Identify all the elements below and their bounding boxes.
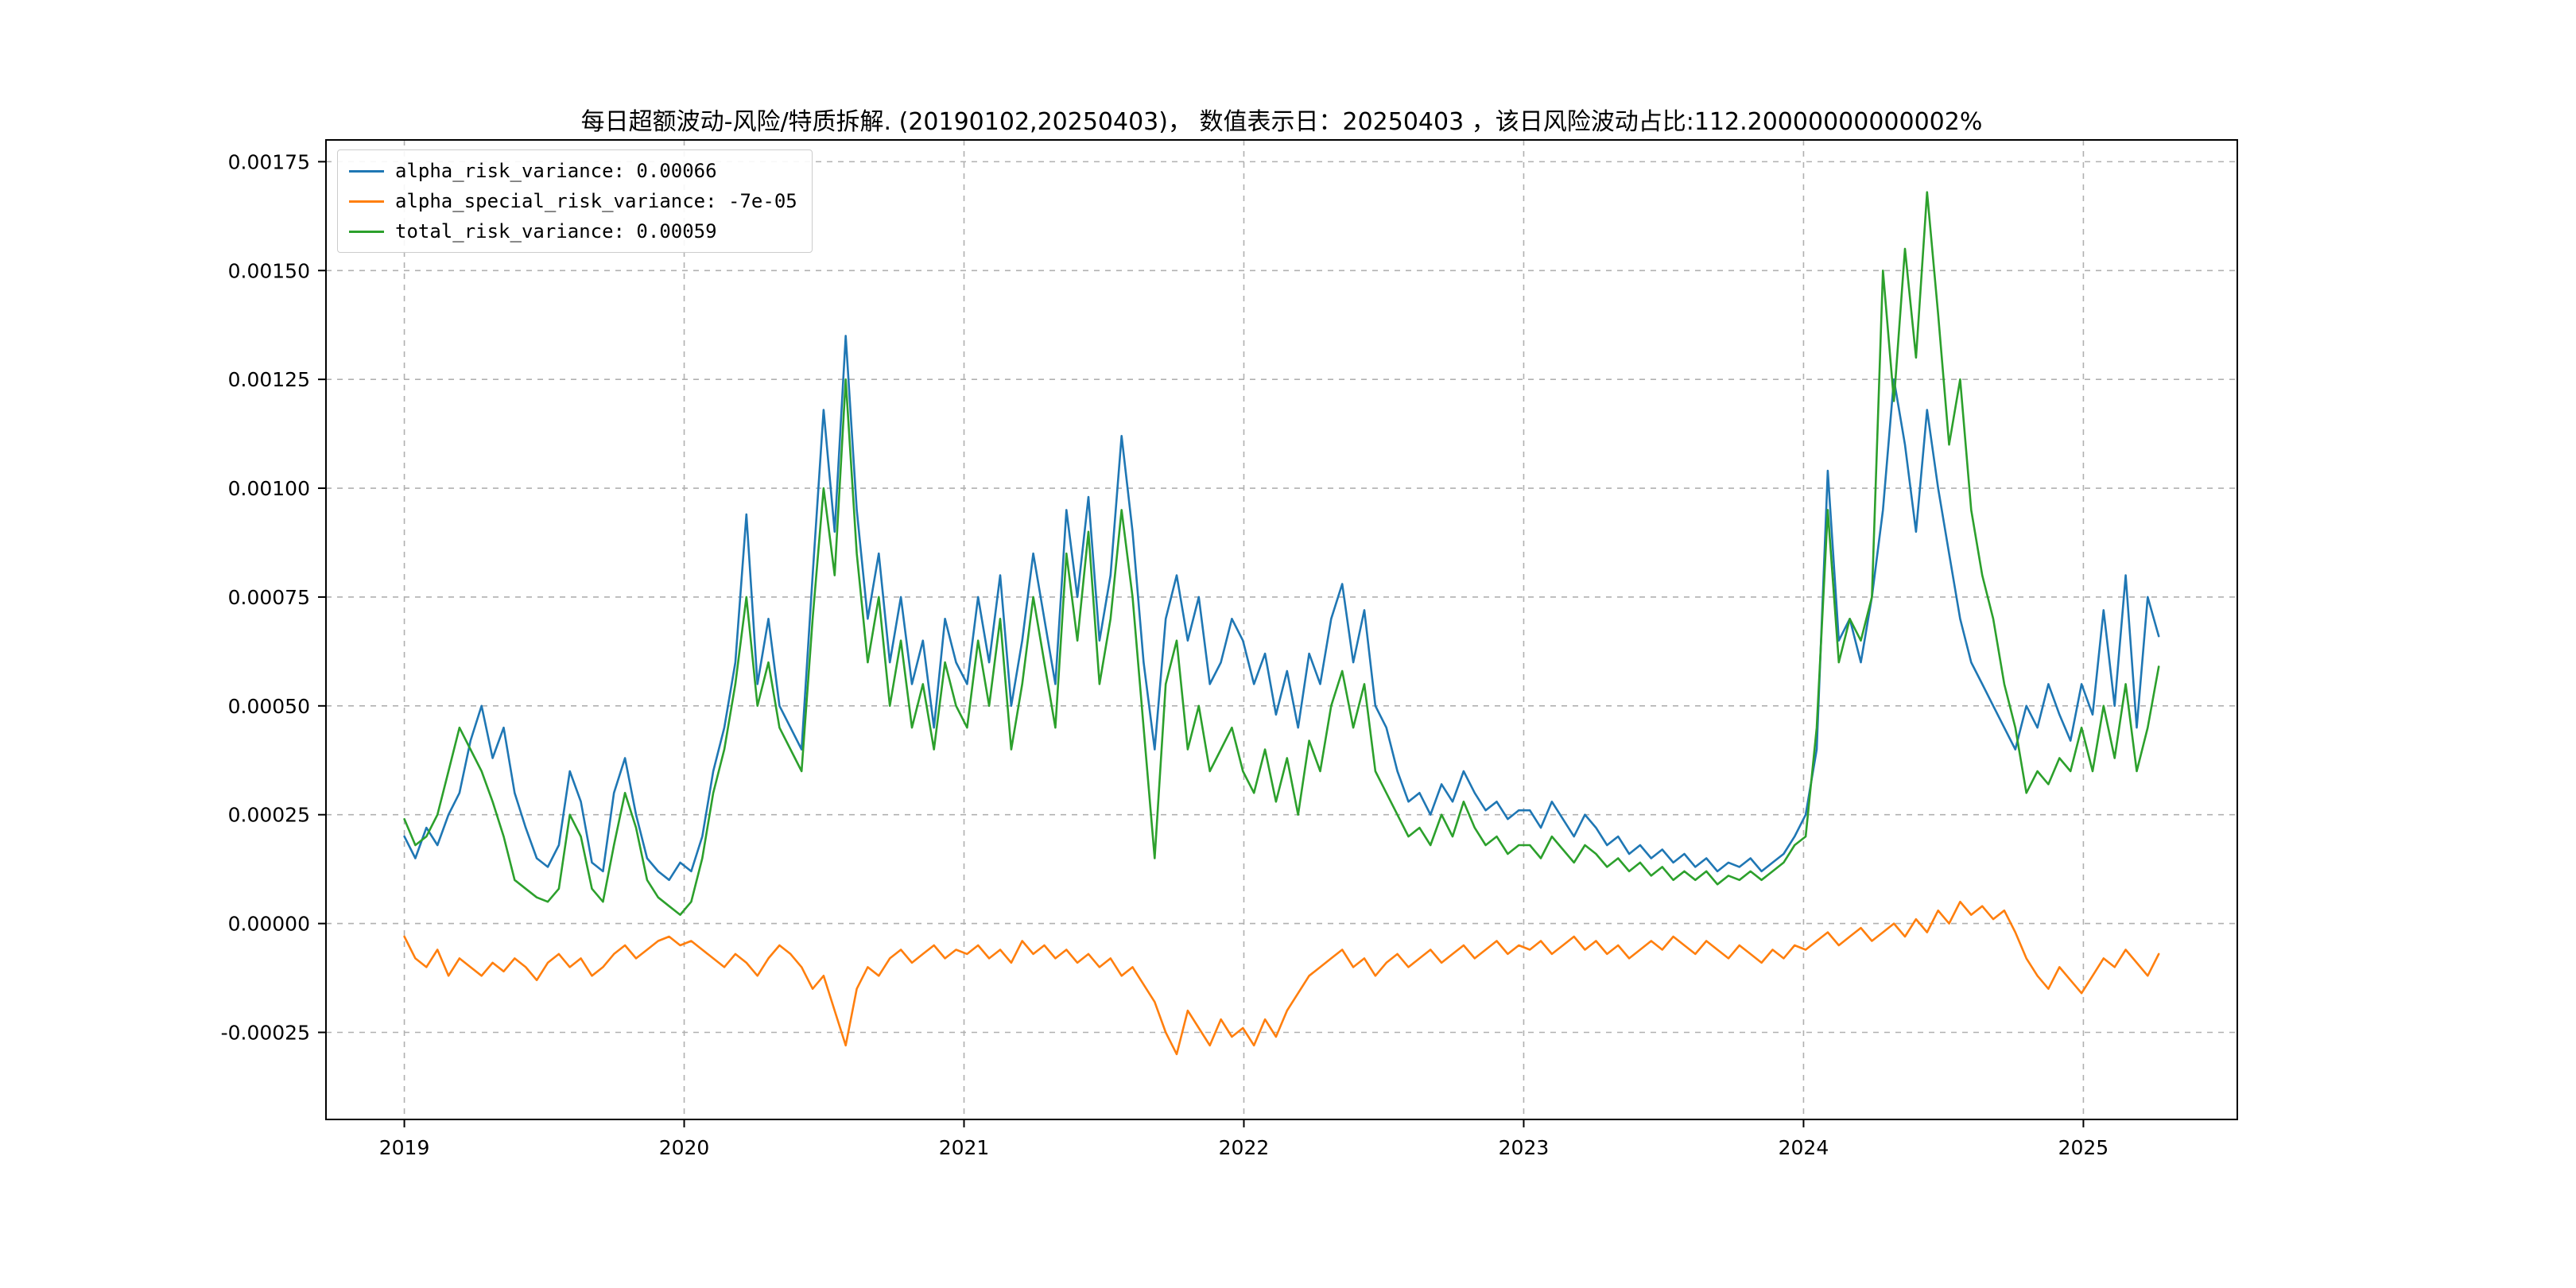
x-tick-label: 2024 <box>1779 1136 1829 1159</box>
x-tick-label: 2019 <box>379 1136 430 1159</box>
legend-label: alpha_special_risk_variance: -7e-05 <box>395 190 797 212</box>
legend-label: alpha_risk_variance: 0.00066 <box>395 160 717 182</box>
y-tick-label: 0.00075 <box>228 586 310 609</box>
legend-line-swatch <box>349 169 384 173</box>
x-tick-label: 2021 <box>939 1136 990 1159</box>
x-tick-label: 2020 <box>659 1136 710 1159</box>
x-tick-label: 2022 <box>1219 1136 1270 1159</box>
legend-item: total_risk_variance: 0.00059 <box>349 220 797 242</box>
series-line-alpha_risk_variance <box>403 335 2160 882</box>
series-line-alpha_special_risk_variance <box>403 900 2160 1056</box>
series-line-total_risk_variance <box>403 191 2160 916</box>
legend-item: alpha_special_risk_variance: -7e-05 <box>349 190 797 212</box>
plot-frame <box>325 139 2238 1120</box>
y-tick-label: 0.00025 <box>228 804 310 827</box>
legend-line-swatch <box>349 230 384 233</box>
y-tick-label: 0.00125 <box>228 368 310 391</box>
legend: alpha_risk_variance: 0.00066 alpha_speci… <box>337 149 813 253</box>
axis-ticks <box>318 161 2085 1127</box>
y-tick-label: 0.00150 <box>228 259 310 282</box>
y-tick-label: -0.00025 <box>221 1021 310 1044</box>
axis-tick-labels: 2019 2020 2021 2022 2023 2024 2025 -0.00025 0.00… <box>221 150 2109 1159</box>
y-tick-label: 0.00175 <box>228 150 310 173</box>
chart-title: 每日超额波动-风险/特质拆解. (20190102,20250403)， 数值表… <box>580 108 1983 136</box>
x-tick-label: 2025 <box>2058 1136 2109 1159</box>
y-tick-label: 0.00050 <box>228 695 310 718</box>
y-tick-label: 0.00000 <box>228 913 310 936</box>
series-lines <box>403 191 2160 1056</box>
legend-label: total_risk_variance: 0.00059 <box>395 220 717 242</box>
grid-lines <box>326 140 2237 1119</box>
y-tick-label: 0.00100 <box>228 477 310 500</box>
x-tick-label: 2023 <box>1499 1136 1550 1159</box>
legend-line-swatch <box>349 200 384 203</box>
legend-item: alpha_risk_variance: 0.00066 <box>349 160 797 182</box>
